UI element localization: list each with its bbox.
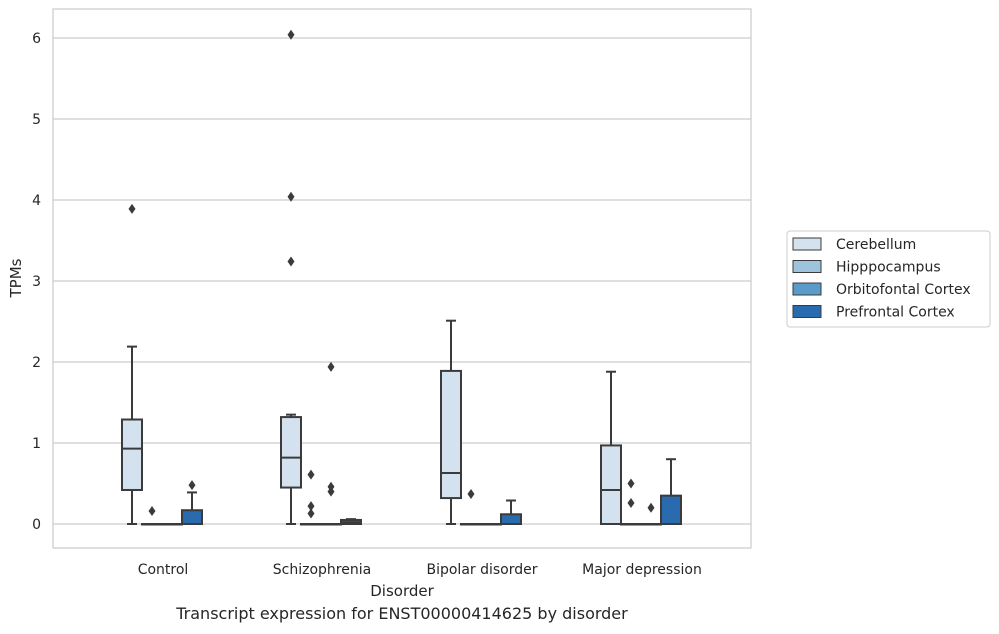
legend-label: Hipppocampus bbox=[836, 260, 941, 276]
box-3-1 bbox=[340, 518, 362, 526]
outlier-point bbox=[327, 361, 335, 372]
box-2-3 bbox=[640, 502, 662, 526]
box-1-2 bbox=[460, 489, 482, 526]
outlier-point bbox=[627, 478, 635, 489]
plot-frame bbox=[52, 8, 752, 549]
legend-label: Prefrontal Cortex bbox=[836, 305, 955, 321]
box-plots bbox=[121, 29, 682, 526]
outlier-point bbox=[287, 256, 295, 267]
box-1-0 bbox=[141, 506, 163, 526]
box-body bbox=[500, 513, 522, 526]
box-3-3 bbox=[660, 458, 682, 525]
box-body bbox=[181, 509, 203, 526]
legend: Cerebellum Hipppocampus Orbitofontal Corte… bbox=[786, 230, 991, 328]
outlier-point bbox=[307, 469, 315, 480]
box-body bbox=[440, 369, 462, 500]
y-tick-labels: 0 1 2 3 4 5 6 bbox=[32, 31, 41, 533]
outlier-point bbox=[327, 481, 335, 492]
legend-swatch bbox=[792, 305, 822, 318]
y-tick-label: 6 bbox=[32, 31, 41, 47]
y-tick-label: 3 bbox=[32, 274, 41, 290]
box-0-2 bbox=[440, 319, 462, 525]
legend-label: Orbitofontal Cortex bbox=[836, 282, 971, 298]
box-1-3 bbox=[620, 478, 642, 526]
outlier-point bbox=[467, 489, 475, 500]
y-tick-label: 1 bbox=[32, 436, 41, 452]
x-tick-label: Schizophrenia bbox=[273, 562, 371, 578]
outlier-point bbox=[148, 506, 156, 517]
box-2-1 bbox=[320, 361, 342, 526]
outlier-point bbox=[287, 191, 295, 202]
x-tick-label: Control bbox=[138, 562, 189, 578]
box-body bbox=[660, 494, 682, 525]
y-tick-label: 2 bbox=[32, 355, 41, 371]
outlier-point bbox=[287, 29, 295, 40]
box-body bbox=[121, 418, 143, 491]
box-0-1 bbox=[280, 29, 302, 525]
box-0-0 bbox=[121, 203, 143, 525]
grid-lines bbox=[53, 37, 751, 525]
box-body bbox=[600, 444, 622, 525]
legend-label: Cerebellum bbox=[836, 237, 916, 253]
y-tick-label: 0 bbox=[32, 517, 41, 533]
outlier-point bbox=[307, 501, 315, 512]
outlier-point bbox=[188, 480, 196, 491]
box-3-0 bbox=[181, 480, 203, 526]
outlier-point bbox=[307, 508, 315, 519]
legend-swatch bbox=[792, 282, 822, 296]
box-2-2 bbox=[480, 523, 502, 526]
box-1-1 bbox=[300, 469, 322, 526]
y-tick-label: 5 bbox=[32, 112, 41, 128]
legend-swatch bbox=[792, 237, 822, 251]
outlier-point bbox=[647, 502, 655, 513]
outlier-point bbox=[128, 203, 136, 214]
legend-swatch bbox=[792, 260, 822, 273]
y-tick-label: 4 bbox=[32, 193, 41, 209]
chart-caption: Transcript expression for ENST0000041462… bbox=[176, 604, 628, 623]
x-axis-label: Disorder bbox=[370, 582, 434, 600]
x-tick-label: Major depression bbox=[582, 562, 702, 578]
x-tick-label: Bipolar disorder bbox=[426, 562, 537, 578]
box-body bbox=[280, 416, 302, 489]
box-0-3 bbox=[600, 370, 622, 525]
box-2-0 bbox=[161, 523, 183, 526]
legend-frame bbox=[786, 230, 991, 328]
y-axis-label: TPMs bbox=[7, 258, 25, 298]
box-3-2 bbox=[500, 499, 522, 526]
outlier-point bbox=[627, 497, 635, 508]
x-tick-labels: Control Schizophrenia Bipolar disorder Majo… bbox=[138, 562, 702, 578]
